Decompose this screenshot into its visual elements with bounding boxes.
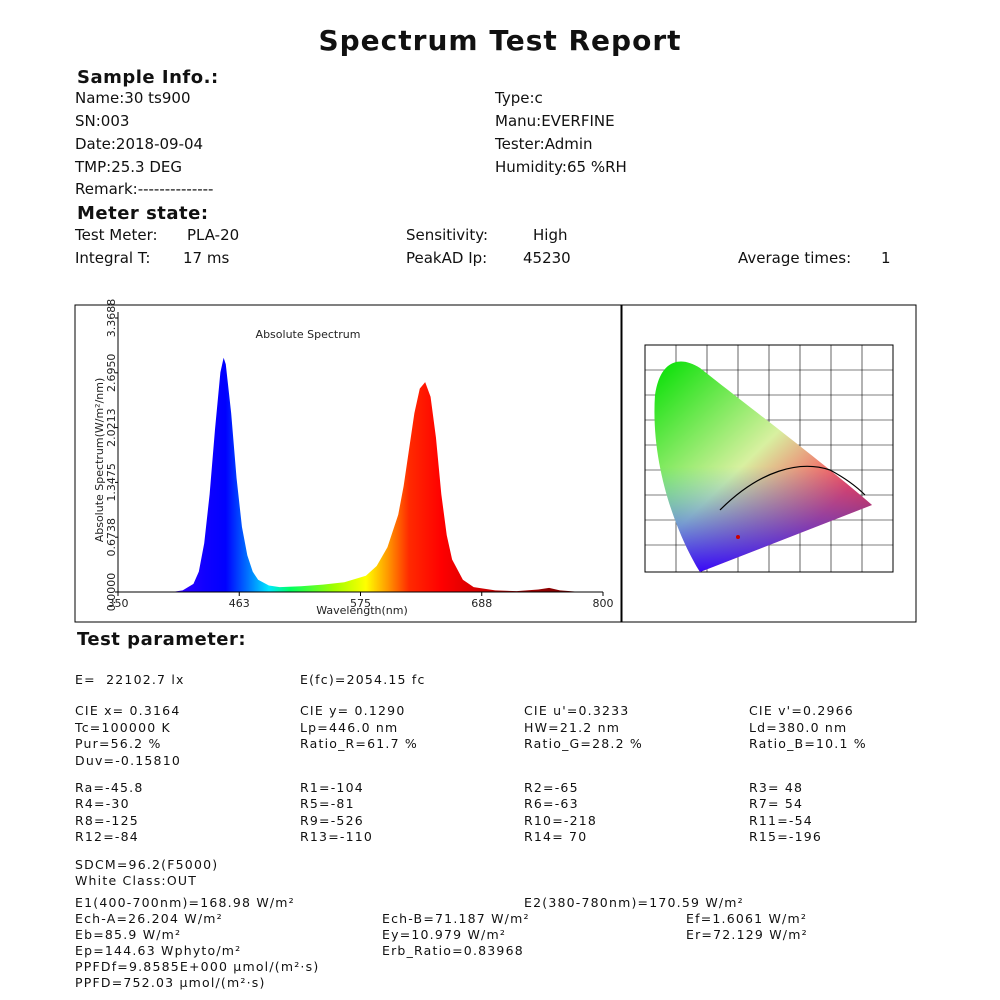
y-tick-label: 3.3688 bbox=[105, 299, 118, 338]
y-tick-label: 0.0000 bbox=[105, 573, 118, 612]
info-field: Manu:EVERFINE bbox=[495, 112, 615, 130]
meter-field: PLA-20 bbox=[187, 226, 240, 244]
parameter: R7= 54 bbox=[749, 796, 804, 811]
parameter: CIE x= 0.3164 bbox=[75, 703, 181, 718]
meter-field: Average times: bbox=[738, 249, 852, 267]
parameter: R9=-526 bbox=[300, 813, 364, 828]
parameter: PPFD=752.03 μmol/(m²·s) bbox=[75, 975, 266, 990]
parameter: Ratio_G=28.2 % bbox=[524, 736, 643, 751]
parameter: Pur=56.2 % bbox=[75, 736, 162, 751]
spectrum-area bbox=[171, 357, 603, 592]
spectrum-frame bbox=[74, 304, 622, 623]
parameter: Duv=-0.15810 bbox=[75, 753, 182, 768]
parameter: R14= 70 bbox=[524, 829, 588, 844]
parameter: R4=-30 bbox=[75, 796, 130, 811]
parameter: SDCM=96.2(F5000) bbox=[75, 857, 219, 872]
parameter: Tc=100000 K bbox=[75, 720, 171, 735]
parameter: R11=-54 bbox=[749, 813, 813, 828]
x-axis-label: Wavelength(nm) bbox=[316, 604, 408, 617]
info-field: Humidity:65 %RH bbox=[495, 158, 627, 176]
y-axis-label: Absolute Spectrum(W/m²/nm) bbox=[93, 378, 106, 543]
parameter: R8=-125 bbox=[75, 813, 139, 828]
parameter: R5=-81 bbox=[300, 796, 355, 811]
parameter: White Class:OUT bbox=[75, 873, 198, 888]
info-field: TMP:25.3 DEG bbox=[75, 158, 183, 176]
parameter: Ra=-45.8 bbox=[75, 780, 144, 795]
section-heading: Test parameter: bbox=[77, 629, 247, 650]
parameter: Lp=446.0 nm bbox=[300, 720, 399, 735]
x-tick-label: 800 bbox=[593, 597, 614, 610]
meter-field: 45230 bbox=[523, 249, 571, 267]
x-tick-label: 575 bbox=[350, 597, 371, 610]
x-tick-label: 463 bbox=[229, 597, 250, 610]
parameter: Erb_Ratio=0.83968 bbox=[382, 943, 524, 958]
x-tick-label: 350 bbox=[108, 597, 129, 610]
x-tick-label: 688 bbox=[471, 597, 492, 610]
info-field: Name:30 ts900 bbox=[75, 89, 191, 107]
meter-field: Integral T: bbox=[75, 249, 151, 267]
y-tick-label: 2.0213 bbox=[105, 408, 118, 447]
info-field: Date:2018-09-04 bbox=[75, 135, 204, 153]
parameter: Ech-B=71.187 W/m² bbox=[382, 911, 530, 926]
parameter: Ld=380.0 nm bbox=[749, 720, 848, 735]
meter-field: Test Meter: bbox=[75, 226, 158, 244]
parameter: CIE u'=0.3233 bbox=[524, 703, 630, 718]
parameter: Ratio_R=61.7 % bbox=[300, 736, 418, 751]
parameter: R10=-218 bbox=[524, 813, 598, 828]
parameter: R12=-84 bbox=[75, 829, 139, 844]
parameter: R3= 48 bbox=[749, 780, 804, 795]
info-field: Type:c bbox=[495, 89, 543, 107]
parameter: Ef=1.6061 W/m² bbox=[686, 911, 808, 926]
cie-frame bbox=[621, 304, 917, 623]
chart-title: Absolute Spectrum bbox=[256, 328, 361, 341]
info-field: Tester:Admin bbox=[495, 135, 593, 153]
cie-point bbox=[736, 535, 740, 539]
meter-field: 17 ms bbox=[183, 249, 230, 267]
section-heading: Meter state: bbox=[77, 203, 209, 224]
y-tick-label: 2.6950 bbox=[105, 354, 118, 393]
parameter: R15=-196 bbox=[749, 829, 823, 844]
parameter: Er=72.129 W/m² bbox=[686, 927, 808, 942]
parameter: Ey=10.979 W/m² bbox=[382, 927, 507, 942]
parameter: Ep=144.63 Wphyto/m² bbox=[75, 943, 242, 958]
parameter: R1=-104 bbox=[300, 780, 364, 795]
meter-field: High bbox=[533, 226, 568, 244]
cie-gamut-blue bbox=[654, 361, 872, 572]
info-field: Remark:-------------- bbox=[75, 180, 214, 198]
parameter: CIE y= 0.1290 bbox=[300, 703, 406, 718]
parameter: Ratio_B=10.1 % bbox=[749, 736, 867, 751]
parameter: R2=-65 bbox=[524, 780, 579, 795]
parameter: HW=21.2 nm bbox=[524, 720, 621, 735]
meter-field: 1 bbox=[881, 249, 891, 267]
section-heading: Sample Info.: bbox=[77, 67, 219, 88]
y-tick-label: 0.6738 bbox=[105, 518, 118, 557]
parameter: E= 22102.7 lx bbox=[75, 672, 185, 687]
parameter: Eb=85.9 W/m² bbox=[75, 927, 182, 942]
parameter: R13=-110 bbox=[300, 829, 374, 844]
cie-diagram bbox=[644, 344, 894, 573]
parameter: R6=-63 bbox=[524, 796, 579, 811]
report-title: Spectrum Test Report bbox=[318, 24, 682, 57]
parameter: E(fc)=2054.15 fc bbox=[300, 672, 426, 687]
parameter: E2(380-780nm)=170.59 W/m² bbox=[524, 895, 744, 910]
planckian-locus bbox=[719, 465, 866, 511]
parameter: Ech-A=26.204 W/m² bbox=[75, 911, 223, 926]
y-tick-label: 1.3475 bbox=[105, 463, 118, 502]
parameter: PPFDf=9.8585E+000 μmol/(m²·s) bbox=[75, 959, 320, 974]
info-field: SN:003 bbox=[75, 112, 130, 130]
parameter: CIE v'=0.2966 bbox=[749, 703, 854, 718]
meter-field: Sensitivity: bbox=[406, 226, 489, 244]
meter-field: PeakAD Ip: bbox=[406, 249, 488, 267]
parameter: E1(400-700nm)=168.98 W/m² bbox=[75, 895, 295, 910]
